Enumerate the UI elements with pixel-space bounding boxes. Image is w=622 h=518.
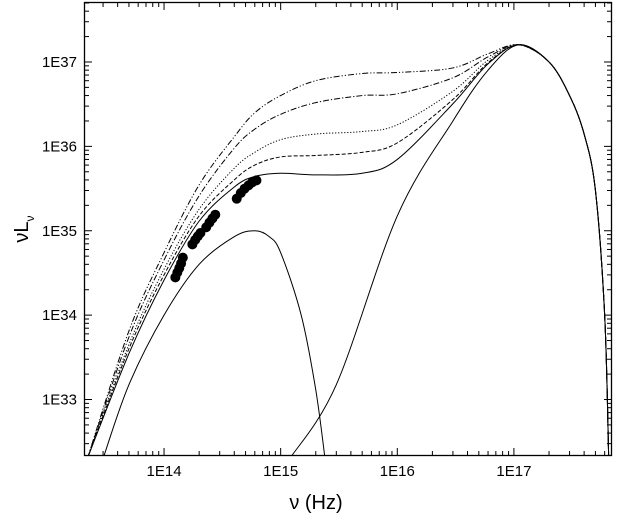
svg-text:νLν: νLν (11, 215, 37, 242)
x-axis-ticks: 1E14 1E15 1E16 1E17 (102, 3, 606, 480)
series-7-line (87, 44, 610, 455)
plot-frame (83, 1, 613, 457)
x-axis-title: ν (Hz) (289, 492, 342, 514)
data-point-13 (210, 209, 221, 220)
y-axis-title-subscript: ν (23, 215, 37, 221)
y-axis-title: νLν (11, 215, 37, 242)
y-axis-ticks: 1E33 1E34 1E35 1E36 1E37 (42, 2, 611, 445)
observed-data-points (170, 175, 262, 283)
x-tick-label: 1E14 (147, 463, 182, 480)
y-tick-label: 1E37 (42, 54, 77, 71)
series-2-line (291, 44, 610, 455)
series-4-line (88, 44, 610, 455)
x-tick-label: 1E17 (496, 463, 531, 480)
data-point-5 (177, 252, 188, 263)
model-curves (87, 44, 610, 455)
y-tick-label: 1E35 (42, 223, 77, 240)
data-point-19 (251, 175, 262, 186)
x-tick-label: 1E15 (263, 463, 298, 480)
y-tick-label: 1E36 (42, 138, 77, 155)
y-tick-label: 1E33 (42, 392, 77, 409)
y-axis-title-main: νL (11, 221, 33, 242)
series-5-line (88, 44, 610, 455)
series-1-line (103, 230, 326, 455)
x-tick-label: 1E16 (380, 463, 415, 480)
y-tick-label: 1E34 (42, 307, 77, 324)
series-3-line (88, 44, 610, 455)
series-6-line (88, 44, 610, 455)
